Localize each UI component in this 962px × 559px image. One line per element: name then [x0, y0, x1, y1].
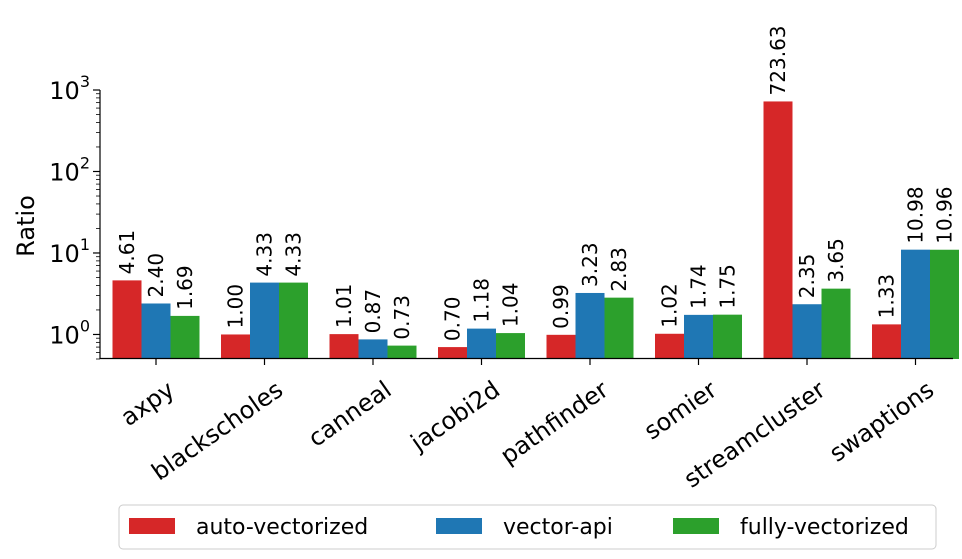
- bar-auto-vectorized-somier: [655, 333, 684, 359]
- y-minor-ticks: [96, 93, 100, 360]
- data-label-fully-vectorized-swaptions: 10.96: [933, 186, 957, 243]
- y-tick-label-1000: 103: [49, 72, 90, 105]
- bar-vector-api-blackscholes: [250, 282, 279, 359]
- legend: auto-vectorized vector-api fully-vectorize…: [118, 504, 937, 550]
- bar-vector-api-streamcluster: [792, 304, 822, 359]
- data-label-auto-vectorized-axpy: 4.61: [115, 230, 139, 275]
- legend-label-auto-vectorized: auto-vectorized: [196, 515, 368, 540]
- data-label-auto-vectorized-canneal: 1.01: [332, 284, 356, 329]
- data-label-vector-api-somier: 1.74: [687, 264, 711, 309]
- data-label-vector-api-streamcluster: 2.35: [795, 254, 819, 299]
- bar-auto-vectorized-canneal: [329, 334, 359, 359]
- legend-label-vector-api: vector-api: [503, 515, 613, 540]
- legend-label-fully-vectorized: fully-vectorized: [740, 515, 909, 540]
- bar-auto-vectorized-streamcluster: [763, 101, 793, 359]
- bar-fully-vectorized-somier: [713, 314, 742, 359]
- bar-vector-api-somier: [684, 314, 713, 359]
- data-label-fully-vectorized-canneal: 0.73: [390, 295, 414, 340]
- bar-fully-vectorized-jacobi2d: [496, 333, 525, 359]
- bar-vector-api-pathfinder: [575, 292, 605, 359]
- bar-fully-vectorized-streamcluster: [821, 288, 851, 359]
- data-label-vector-api-swaptions: 10.98: [904, 186, 928, 243]
- bar-auto-vectorized-pathfinder: [546, 334, 576, 359]
- data-label-fully-vectorized-blackscholes: 4.33: [282, 232, 306, 277]
- y-tick-label-10: 101: [49, 235, 90, 268]
- bar-fully-vectorized-canneal: [387, 345, 417, 359]
- bar-auto-vectorized-swaptions: [872, 324, 901, 359]
- data-label-auto-vectorized-jacobi2d: 0.70: [441, 297, 465, 342]
- x-tick-label-swaptions: swaptions: [824, 375, 939, 467]
- data-label-vector-api-axpy: 2.40: [144, 253, 168, 298]
- bar-auto-vectorized-jacobi2d: [438, 347, 467, 359]
- y-ticks: 100 101 102 103: [49, 72, 100, 349]
- y-tick-label-1: 100: [49, 316, 90, 349]
- data-label-vector-api-canneal: 0.87: [361, 289, 385, 334]
- bars: [112, 101, 959, 359]
- legend-swatch-auto-vectorized: [129, 518, 175, 534]
- bar-vector-api-swaptions: [901, 249, 930, 359]
- legend-swatch-fully-vectorized: [673, 518, 719, 534]
- y-tick-label-100: 102: [49, 153, 90, 186]
- data-label-auto-vectorized-streamcluster: 723.63: [766, 25, 790, 95]
- data-label-auto-vectorized-swaptions: 1.33: [875, 274, 899, 319]
- bar-fully-vectorized-pathfinder: [604, 297, 634, 359]
- bar-vector-api-jacobi2d: [467, 328, 496, 359]
- legend-box: [118, 504, 937, 550]
- data-labels: 4.612.40 1.69 1.004.33 4.331.01 0.87 0.73 0.70…: [115, 25, 957, 341]
- data-label-fully-vectorized-somier: 1.75: [716, 264, 740, 309]
- data-label-auto-vectorized-blackscholes: 1.00: [224, 284, 248, 329]
- x-tick-label-pathfinder: pathfinder: [495, 375, 613, 470]
- bar-fully-vectorized-swaptions: [930, 249, 959, 359]
- bar-auto-vectorized-axpy: [112, 280, 142, 359]
- data-label-vector-api-jacobi2d: 1.18: [470, 278, 494, 323]
- data-label-fully-vectorized-pathfinder: 2.83: [607, 247, 631, 292]
- bar-fully-vectorized-blackscholes: [279, 282, 308, 359]
- data-label-vector-api-pathfinder: 3.23: [578, 242, 602, 287]
- bar-vector-api-axpy: [141, 303, 171, 359]
- x-tick-label-axpy: axpy: [116, 375, 180, 431]
- data-label-auto-vectorized-pathfinder: 0.99: [549, 284, 573, 329]
- data-label-fully-vectorized-jacobi2d: 1.04: [499, 283, 523, 328]
- data-label-fully-vectorized-axpy: 1.69: [173, 265, 197, 310]
- data-label-auto-vectorized-somier: 1.02: [658, 283, 682, 328]
- x-tick-label-somier: somier: [639, 375, 722, 445]
- x-tick-label-jacobi2d: jacobi2d: [405, 375, 505, 457]
- data-label-fully-vectorized-streamcluster: 3.65: [824, 238, 848, 283]
- bar-fully-vectorized-axpy: [170, 315, 200, 359]
- data-label-vector-api-blackscholes: 4.33: [253, 232, 277, 277]
- bar-vector-api-canneal: [358, 339, 388, 359]
- x-tick-label-canneal: canneal: [303, 375, 396, 452]
- bar-auto-vectorized-blackscholes: [221, 334, 250, 359]
- y-axis-title: Ratio: [12, 195, 40, 257]
- legend-swatch-vector-api: [436, 518, 482, 534]
